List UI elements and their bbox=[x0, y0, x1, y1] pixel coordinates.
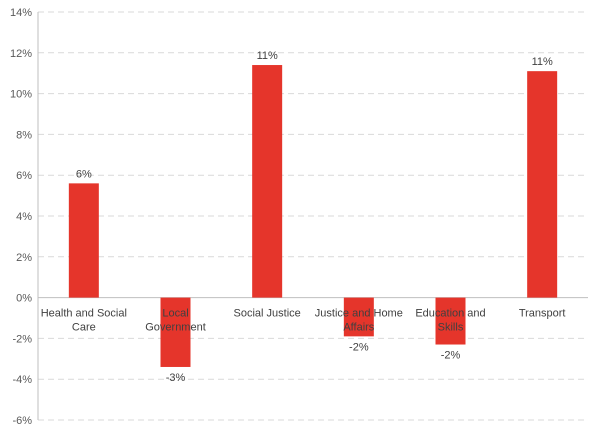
category-label: Care bbox=[72, 322, 96, 334]
bars bbox=[68, 65, 558, 367]
y-tick-label: 8% bbox=[16, 129, 32, 141]
category-label: Transport bbox=[519, 308, 566, 320]
labels: -6% -4% -2% 0% 2% 4% 6% 8% 10% 12% 14% 6% Health and… bbox=[10, 7, 566, 427]
bar bbox=[252, 65, 283, 298]
category-label: Health and Social bbox=[41, 308, 127, 320]
y-tick-label: -4% bbox=[12, 374, 32, 386]
bar bbox=[435, 297, 466, 345]
y-tick-label: -6% bbox=[12, 415, 32, 427]
category-label: Local bbox=[162, 308, 188, 320]
data-label: 11% bbox=[532, 56, 553, 68]
y-tick-label: 4% bbox=[16, 211, 32, 223]
category-label: Justice and Home bbox=[315, 308, 403, 320]
category-label: Social Justice bbox=[234, 308, 301, 320]
y-tick-label: 2% bbox=[16, 252, 32, 264]
y-tick-label: 6% bbox=[16, 170, 32, 182]
y-tick-label: -2% bbox=[12, 333, 32, 345]
y-tick-label: 12% bbox=[10, 48, 32, 60]
category-label: Skills bbox=[438, 322, 464, 334]
y-tick-label: 0% bbox=[16, 293, 32, 305]
data-label: -2% bbox=[349, 341, 369, 353]
axes bbox=[37, 12, 588, 420]
data-label: 11% bbox=[257, 50, 278, 62]
gridlines bbox=[38, 11, 588, 421]
bar bbox=[527, 71, 558, 298]
y-tick-label: 10% bbox=[10, 89, 32, 101]
data-label: 6% bbox=[76, 168, 92, 180]
bar bbox=[160, 297, 191, 367]
data-label: -3% bbox=[166, 372, 186, 384]
bar bbox=[68, 183, 99, 298]
bar bbox=[343, 297, 374, 337]
category-label: Education and bbox=[415, 308, 485, 320]
category-label: Affairs bbox=[343, 322, 374, 334]
category-label: Government bbox=[145, 322, 206, 334]
y-tick-label: 14% bbox=[10, 7, 32, 19]
data-label: -2% bbox=[441, 350, 461, 362]
